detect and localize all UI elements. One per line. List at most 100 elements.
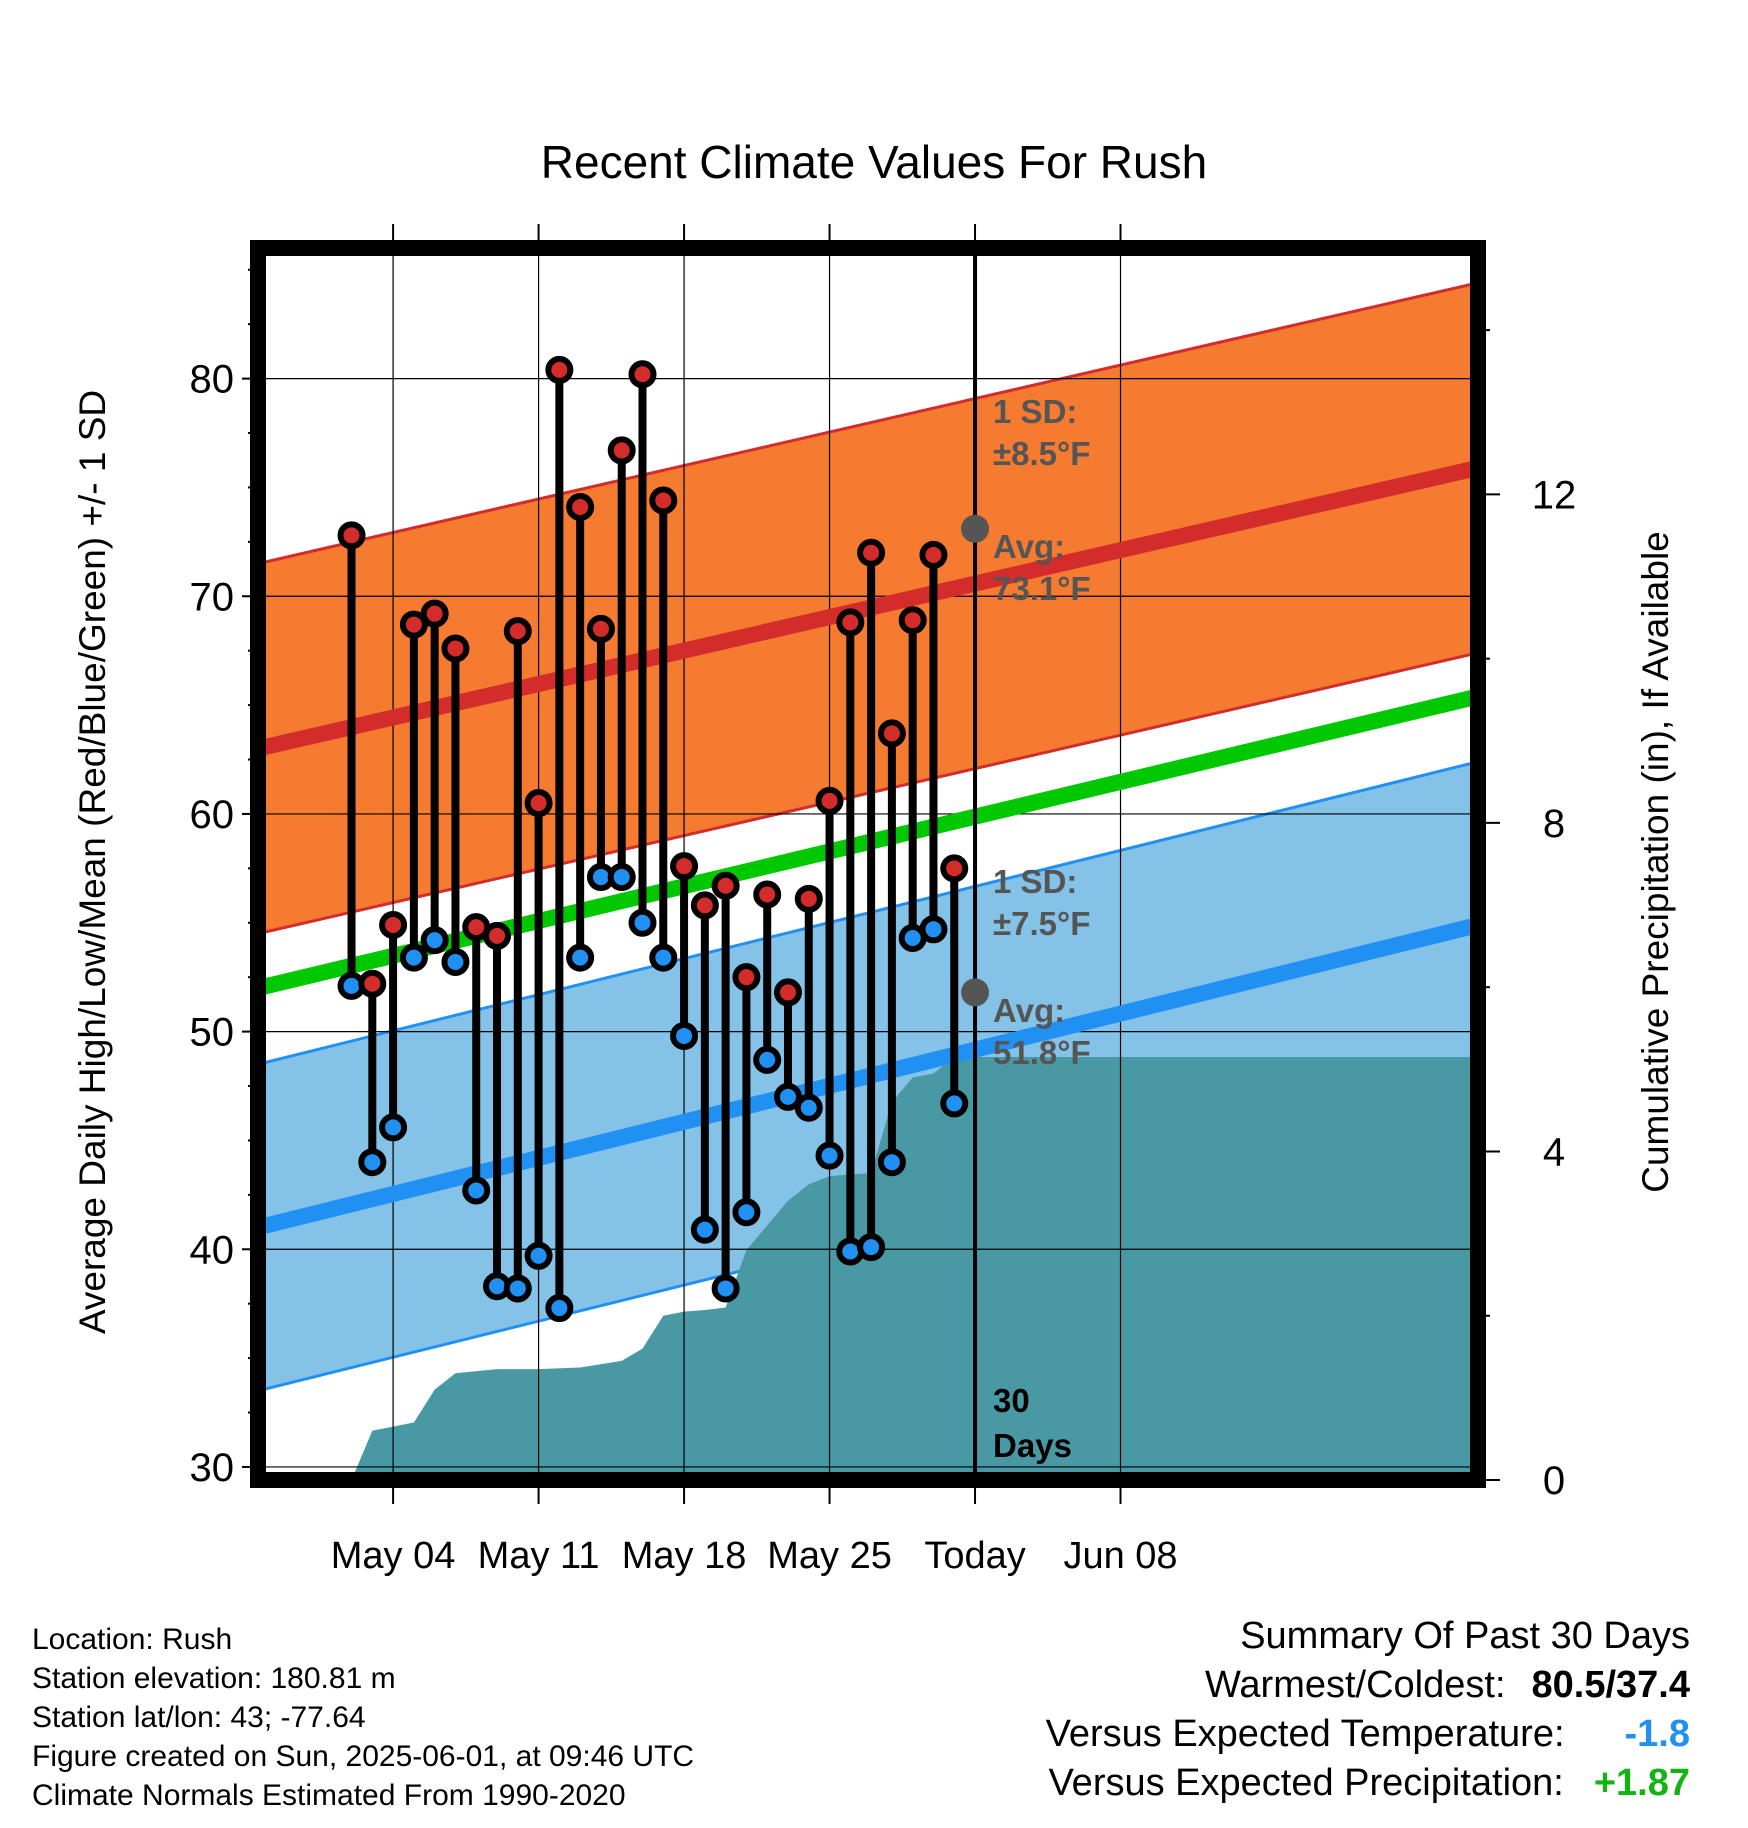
daily-low-point	[358, 1148, 387, 1177]
high-avg-value: 73.1°F	[993, 570, 1091, 607]
daily-high-point	[503, 617, 532, 646]
daily-high-point	[732, 963, 761, 992]
daily-low-point	[794, 1093, 823, 1122]
daily-low-point	[545, 1294, 574, 1323]
summary-title: Summary Of Past 30 Days	[1240, 1615, 1690, 1657]
today-low-avg-dot	[961, 978, 990, 1007]
daily-low-point	[566, 943, 595, 972]
high-band-upper-edge	[258, 281, 1478, 566]
summary-precip-row: Versus Expected Precipitation: +1.87	[1046, 1759, 1690, 1808]
y2-tick-label: 4	[1543, 1130, 1565, 1174]
created-text: Figure created on Sun, 2025-06-01, at 09…	[32, 1740, 695, 1773]
high-avg-title: Avg:	[993, 528, 1065, 565]
y2-axis-label: Cumulative Precipitation (in), If Availa…	[1635, 531, 1676, 1193]
high-sd-value: ±8.5°F	[993, 435, 1090, 472]
precip-area	[330, 1057, 1474, 1480]
daily-high-point	[794, 884, 823, 913]
precip-value: +1.87	[1593, 1762, 1690, 1804]
window-days-label: Days	[993, 1427, 1072, 1464]
y2-tick-label: 0	[1543, 1459, 1565, 1503]
daily-high-point	[877, 719, 906, 748]
y-tick-label: 50	[190, 1011, 235, 1055]
daily-high-point	[898, 606, 927, 635]
daily-low-point	[649, 943, 678, 972]
low-avg-title: Avg:	[993, 992, 1065, 1029]
x-tick-label: May 04	[331, 1535, 456, 1577]
y2-tick-label: 8	[1543, 802, 1565, 846]
summary-warmest-row: Warmest/Coldest: 80.5/37.4	[1046, 1661, 1690, 1710]
daily-low-point	[815, 1141, 844, 1170]
daily-low-point	[732, 1198, 761, 1227]
station-info: Location: Rush Station elevation: 180.81…	[32, 1620, 694, 1815]
plot-frame	[250, 240, 1486, 1488]
daily-high-point	[690, 891, 719, 920]
daily-low-point	[773, 1082, 802, 1111]
daily-low-point	[857, 1233, 886, 1262]
x-tick-label: May 25	[767, 1535, 892, 1577]
daily-low-point	[607, 863, 636, 892]
daily-high-point	[857, 538, 886, 567]
daily-low-point	[399, 943, 428, 972]
daily-high-point	[358, 969, 387, 998]
daily-high-point	[919, 540, 948, 569]
summary-panel: Summary Of Past 30 Days Warmest/Coldest:…	[1046, 1612, 1690, 1808]
daily-high-point	[586, 614, 615, 643]
daily-high-point	[337, 521, 366, 550]
daily-high-point	[815, 786, 844, 815]
x-tick-label: Today	[924, 1535, 1025, 1577]
y2-tick-label: 12	[1532, 473, 1577, 517]
daily-high-point	[753, 880, 782, 909]
chart-title: Recent Climate Values For Rush	[541, 136, 1207, 188]
low-sd-value: ±7.5°F	[993, 905, 1090, 942]
x-tick-label: May 18	[622, 1535, 747, 1577]
daily-low-point	[670, 1021, 699, 1050]
daily-high-point	[670, 852, 699, 881]
elevation-text: Station elevation: 180.81 m	[32, 1662, 396, 1695]
daily-low-point	[711, 1274, 740, 1303]
daily-high-point	[483, 921, 512, 950]
daily-high-point	[420, 599, 449, 628]
plot-area: 1 SD: ±8.5°F Avg: 73.1°F 1 SD: ±7.5°F Avg: 51.8…	[258, 248, 1478, 1480]
daily-high-point	[607, 436, 636, 465]
warmest-value: 80.5/37.4	[1531, 1664, 1690, 1706]
y-tick-label: 40	[190, 1228, 235, 1272]
daily-high-point	[524, 789, 553, 818]
daily-low-point	[524, 1241, 553, 1270]
daily-low-point	[379, 1113, 408, 1142]
y-tick-label: 80	[190, 358, 235, 402]
x-tick-label: Jun 08	[1063, 1535, 1177, 1577]
summary-temp-row: Versus Expected Temperature: -1.8	[1046, 1710, 1690, 1759]
today-high-avg-dot	[961, 514, 990, 543]
daily-high-point	[940, 854, 969, 883]
climate-chart: 1 SD: ±8.5°F Avg: 73.1°F 1 SD: ±7.5°F Avg: 51.8…	[72, 136, 1676, 1577]
daily-high-point	[399, 610, 428, 639]
x-tick-label: May 11	[478, 1535, 600, 1577]
daily-low-point	[462, 1176, 491, 1205]
daily-low-point	[690, 1215, 719, 1244]
low-sd-title: 1 SD:	[993, 863, 1077, 900]
daily-high-point	[836, 608, 865, 637]
daily-low-point	[628, 908, 657, 937]
daily-high-point	[545, 355, 574, 384]
y-tick-label: 70	[190, 575, 235, 619]
daily-high-point	[566, 493, 595, 522]
window-days-number: 30	[993, 1382, 1030, 1419]
y-axis-label: Average Daily High/Low/Mean (Red/Blue/Gr…	[72, 390, 113, 1334]
location-text: Location: Rush	[32, 1623, 233, 1656]
temp-value: -1.8	[1624, 1713, 1690, 1755]
daily-high-point	[711, 871, 740, 900]
daily-low-point	[753, 1045, 782, 1074]
daily-low-point	[503, 1274, 532, 1303]
precip-label: Versus Expected Precipitation:	[1048, 1762, 1564, 1804]
latlon-text: Station lat/lon: 43; -77.64	[32, 1701, 366, 1734]
daily-high-point	[628, 360, 657, 389]
daily-high-point	[379, 910, 408, 939]
daily-low-point	[919, 915, 948, 944]
daily-high-point	[441, 634, 470, 663]
y-tick-label: 30	[190, 1446, 235, 1490]
warmest-label: Warmest/Coldest:	[1204, 1664, 1506, 1706]
low-avg-value: 51.8°F	[993, 1034, 1091, 1071]
summary-title-row: Summary Of Past 30 Days	[1046, 1612, 1690, 1661]
daily-high-point	[773, 978, 802, 1007]
y-tick-label: 60	[190, 793, 235, 837]
